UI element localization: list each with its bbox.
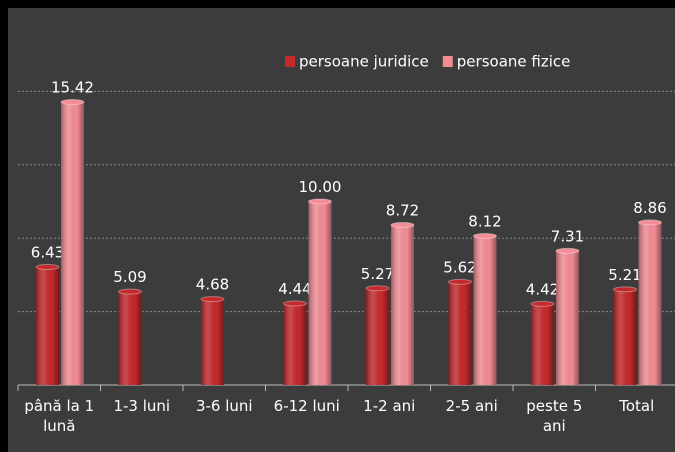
value-label: 15.42: [51, 79, 94, 97]
value-label: 6.43: [31, 244, 64, 262]
bar-shade: [61, 102, 84, 385]
value-label: 8.12: [468, 212, 501, 230]
value-label: 7.31: [551, 227, 584, 245]
bar-cap: [308, 198, 332, 205]
x-tick-label: 3-6 luni: [195, 397, 253, 415]
bar-cap: [35, 264, 60, 271]
bar-cap: [390, 221, 415, 228]
bar-shade: [366, 288, 389, 385]
legend-label: persoane fizice: [457, 53, 571, 71]
legend-swatch: [285, 56, 295, 67]
bar-shade: [531, 303, 554, 385]
value-label: 4.68: [196, 276, 229, 294]
bar-shade: [118, 291, 142, 385]
value-label: 8.72: [386, 201, 419, 219]
value-label: 5.27: [361, 265, 394, 283]
bar-shade: [613, 289, 637, 385]
x-tick-label: până la 1 lună: [24, 397, 95, 435]
value-label: 5.09: [113, 268, 146, 286]
bar-shade: [556, 250, 579, 385]
bar-cap: [530, 300, 555, 307]
value-label: 8.86: [633, 199, 666, 217]
x-tick-label: 2-5 ani: [445, 397, 498, 415]
bar-shade: [391, 224, 414, 385]
bar-cap: [638, 219, 662, 226]
legend-label: persoane juridice: [299, 53, 429, 71]
bar-shade: [473, 235, 497, 385]
bar-shade: [448, 281, 472, 385]
x-tick-label: peste 5 ani: [526, 397, 583, 435]
x-tick-label: 1-2 ani: [363, 397, 416, 415]
value-label: 5.62: [443, 258, 476, 276]
bar-cap: [118, 288, 142, 295]
value-label: 4.42: [526, 280, 559, 298]
bar-cap: [555, 247, 580, 254]
bar-shade: [308, 201, 332, 385]
bar-cap: [283, 300, 307, 307]
value-label: 4.44: [278, 280, 311, 298]
bar-cap: [613, 286, 637, 293]
bar-shade: [201, 299, 224, 385]
bar-shade: [36, 267, 59, 385]
x-tick-label: 6-12 luni: [273, 397, 340, 415]
bar-cap: [448, 278, 472, 285]
bar-cap: [60, 99, 85, 106]
bar-shade: [283, 303, 307, 385]
bar-cap: [365, 285, 390, 292]
bar-shade: [638, 222, 662, 385]
x-tick-label: 1-3 luni: [113, 397, 171, 415]
legend-swatch: [442, 56, 453, 67]
bar-cap: [200, 296, 225, 303]
value-label: 5.21: [608, 266, 641, 284]
value-label: 10.00: [299, 178, 342, 196]
bar-cap: [473, 232, 497, 239]
x-tick-label: Total: [619, 397, 655, 415]
